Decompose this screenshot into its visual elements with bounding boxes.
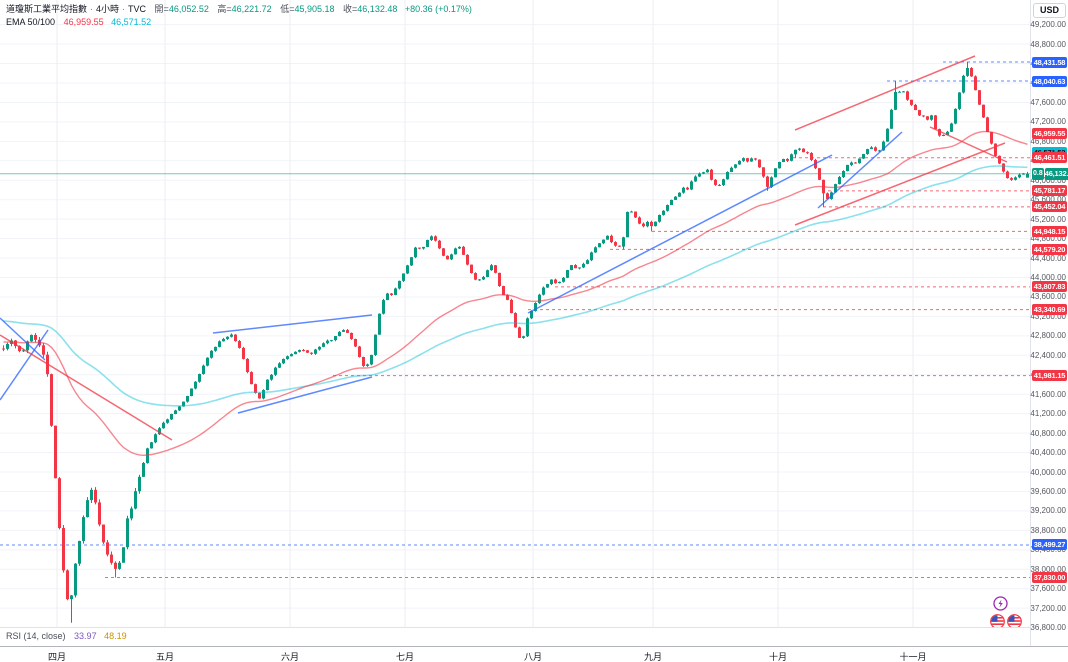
price-level-tag: 44,948.15 — [1032, 225, 1067, 237]
price-tick-label: 39,200.00 — [1030, 506, 1066, 516]
price-tick-label: 37,600.00 — [1030, 584, 1066, 594]
time-axis[interactable]: 四月 五月 六月 七月 八月 九月 十月 十一月 — [0, 646, 1068, 662]
last-price-tag: 0.846,132.48 — [1032, 167, 1068, 180]
trendline[interactable] — [0, 334, 173, 441]
price-tick-label: 39,600.00 — [1030, 486, 1066, 496]
legend-separator: · — [90, 4, 94, 14]
us-flag-event-icon[interactable] — [1006, 613, 1022, 627]
price-level-tag: 45,781.17 — [1032, 185, 1067, 197]
month-label: 九月 — [643, 652, 663, 662]
trendline[interactable] — [527, 154, 833, 314]
legend-separator: · — [122, 4, 126, 14]
month-label: 六月 — [280, 652, 300, 662]
interval-label[interactable]: 4小時 — [96, 4, 120, 14]
rsi-indicator-label[interactable]: RSI (14, close) — [6, 631, 66, 641]
month-label: 十一月 — [899, 652, 927, 662]
price-tick-label: 41,600.00 — [1030, 389, 1066, 399]
exchange-label: TVC — [128, 4, 147, 14]
price-tick-label: 42,400.00 — [1030, 350, 1066, 360]
change-value: +80.36 (+0.17%) — [404, 4, 472, 14]
high-label: 高= — [217, 4, 232, 14]
symbol-title[interactable]: 道瓊斯工業平均指數 — [6, 4, 88, 14]
price-level-tag: 44,579.20 — [1032, 243, 1067, 255]
chart-legend: 道瓊斯工業平均指數 · 4小時 · TVC 開=46,052.52 高=46,221.7… — [6, 3, 472, 29]
price-tick-label: 38,800.00 — [1030, 525, 1066, 535]
price-tick-label: 49,200.00 — [1030, 20, 1066, 30]
last-price-value: 46,132.48 — [1044, 167, 1068, 180]
price-level-tag: 48,040.63 — [1032, 75, 1067, 87]
price-tick-label: 47,200.00 — [1030, 117, 1066, 127]
earnings-lightning-icon[interactable] — [992, 595, 1008, 611]
rsi-legend: RSI (14, close) 33.97 48.19 — [6, 631, 127, 641]
price-tick-label: 46,000.00 — [1030, 175, 1066, 185]
price-tick-label: 45,200.00 — [1030, 214, 1066, 224]
trendline[interactable] — [794, 55, 976, 131]
month-label: 五月 — [155, 652, 175, 662]
trendline[interactable] — [0, 329, 49, 401]
price-tick-label: 41,200.00 — [1030, 409, 1066, 419]
ema100-value: 46,571.52 — [111, 17, 152, 27]
price-level-tag: 46,461.51 — [1032, 152, 1067, 164]
rsi-ma-value: 48.19 — [104, 631, 127, 641]
price-tick-label: 43,200.00 — [1030, 311, 1066, 321]
price-level-tag: 43,340.69 — [1032, 304, 1067, 316]
month-label: 四月 — [47, 652, 67, 662]
open-label: 開= — [154, 4, 169, 14]
main-chart-pane[interactable]: 道瓊斯工業平均指數 · 4小時 · TVC 開=46,052.52 高=46,221.7… — [0, 0, 1030, 627]
price-level-tag: 48,431.58 — [1032, 56, 1067, 68]
us-flag-event-icon[interactable] — [989, 613, 1005, 627]
candle-wicks — [3, 62, 1028, 623]
trendline[interactable] — [212, 314, 373, 334]
price-tick-label: 38,000.00 — [1030, 564, 1066, 574]
price-tick-label: 48,800.00 — [1030, 39, 1066, 49]
open-value: 46,052.52 — [168, 4, 209, 14]
close-label: 收= — [343, 4, 358, 14]
ema100-line[interactable] — [3, 165, 1028, 407]
price-tick-label: 44,000.00 — [1030, 273, 1066, 282]
trendline[interactable] — [817, 131, 903, 209]
price-tick-label: 42,800.00 — [1030, 331, 1066, 341]
price-tick-label: 44,400.00 — [1030, 253, 1066, 263]
price-tick-label: 40,800.00 — [1030, 428, 1066, 438]
price-tick-label: 43,600.00 — [1030, 292, 1066, 302]
price-tick-label: 44,800.00 — [1030, 234, 1066, 244]
ema50-value: 46,959.55 — [63, 17, 104, 27]
bar-countdown: 0.8 — [1032, 167, 1044, 180]
legend-ema-row: EMA 50/100 46,959.55 46,571.52 — [6, 16, 472, 29]
close-value: 46,132.48 — [357, 4, 398, 14]
trendline[interactable] — [794, 142, 1006, 226]
ema50-line[interactable] — [3, 130, 1028, 457]
high-value: 46,221.72 — [231, 4, 272, 14]
low-label: 低= — [280, 4, 295, 14]
trendline[interactable] — [929, 126, 1008, 163]
rsi-pane[interactable]: RSI (14, close) 33.97 48.19 — [0, 627, 1030, 646]
price-tick-label: 46,800.00 — [1030, 136, 1066, 146]
price-level-tag: 38,499.27 — [1032, 539, 1067, 551]
month-label: 十月 — [768, 652, 788, 662]
price-axis[interactable]: USD 36,800.00 37,200.00 37,600.00 38,000.00… — [1030, 0, 1068, 646]
candle-bodies — [2, 68, 1029, 600]
legend-symbol-row: 道瓊斯工業平均指數 · 4小時 · TVC 開=46,052.52 高=46,221.7… — [6, 3, 472, 16]
price-level-tag: 46,959.55 — [1032, 128, 1067, 140]
price-tick-label: 37,200.00 — [1030, 603, 1066, 613]
low-value: 45,905.18 — [294, 4, 335, 14]
price-tick-label: 47,600.00 — [1030, 97, 1066, 107]
candlestick-chart-canvas[interactable] — [0, 0, 1030, 627]
month-label: 八月 — [523, 652, 543, 662]
trendline[interactable] — [0, 317, 46, 361]
price-level-tag: 41,981.15 — [1032, 370, 1067, 382]
price-level-tag: 43,807.83 — [1032, 281, 1067, 293]
price-tick-label: 40,000.00 — [1030, 467, 1066, 477]
price-level-tag: 45,452.04 — [1032, 201, 1067, 213]
price-tick-label: 40,400.00 — [1030, 448, 1066, 458]
trendline[interactable] — [237, 376, 373, 414]
ema-indicator-label[interactable]: EMA 50/100 — [6, 17, 56, 27]
month-label: 七月 — [395, 652, 415, 662]
price-tick-label: 36,800.00 — [1030, 623, 1066, 633]
price-tick-label: 45,600.00 — [1030, 195, 1066, 205]
rsi-value: 33.97 — [74, 631, 97, 641]
currency-toggle-button[interactable]: USD — [1033, 3, 1066, 18]
price-level-tag: 37,830.00 — [1032, 572, 1067, 584]
